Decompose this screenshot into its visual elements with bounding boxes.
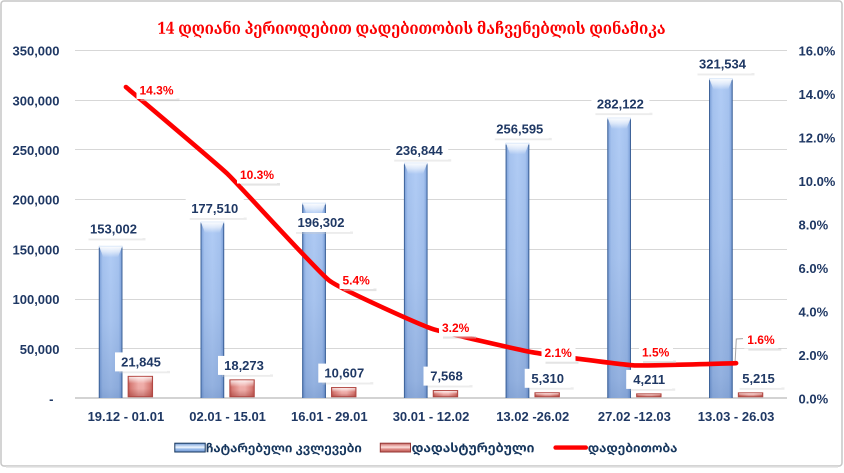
svg-text:10.0%: 10.0% — [799, 174, 836, 189]
svg-text:177,510: 177,510 — [191, 201, 238, 216]
svg-text:1.5%: 1.5% — [642, 345, 670, 359]
svg-text:13.02 -26.02: 13.02 -26.02 — [496, 409, 569, 424]
svg-text:30.01 - 12.02: 30.01 - 12.02 — [393, 409, 470, 424]
svg-text:16.0%: 16.0% — [799, 44, 836, 59]
svg-text:50,000: 50,000 — [20, 342, 60, 357]
svg-text:7,568: 7,568 — [430, 369, 463, 384]
svg-text:8.0%: 8.0% — [799, 218, 829, 233]
svg-text:5.4%: 5.4% — [343, 273, 371, 287]
svg-text:3.2%: 3.2% — [442, 321, 470, 335]
svg-text:300,000: 300,000 — [13, 93, 60, 108]
svg-text:10.3%: 10.3% — [240, 168, 274, 182]
svg-text:02.01 - 15.01: 02.01 - 15.01 — [189, 409, 266, 424]
svg-text:256,595: 256,595 — [496, 122, 543, 137]
svg-text:19.12 - 01.01: 19.12 - 01.01 — [88, 409, 165, 424]
svg-text:4,211: 4,211 — [633, 372, 665, 387]
svg-text:27.02 -12.03: 27.02 -12.03 — [598, 409, 671, 424]
svg-text:6.0%: 6.0% — [799, 261, 829, 276]
svg-text:100,000: 100,000 — [13, 292, 60, 307]
svg-text:5,215: 5,215 — [742, 371, 775, 386]
svg-text:4.0%: 4.0% — [799, 305, 829, 320]
svg-text:16.01 - 29.01: 16.01 - 29.01 — [291, 409, 368, 424]
svg-text:12.0%: 12.0% — [799, 131, 836, 146]
svg-text:18,273: 18,273 — [224, 358, 264, 373]
svg-text:-: - — [49, 392, 53, 407]
svg-text:5,310: 5,310 — [531, 371, 564, 386]
svg-text:14.3%: 14.3% — [140, 83, 174, 97]
svg-text:250,000: 250,000 — [13, 143, 60, 158]
svg-text:1.6%: 1.6% — [747, 333, 775, 347]
svg-text:21,845: 21,845 — [121, 355, 161, 370]
svg-text:14.0%: 14.0% — [799, 87, 836, 102]
svg-text:0.0%: 0.0% — [799, 392, 829, 407]
svg-text:2.0%: 2.0% — [799, 348, 829, 363]
svg-text:2.1%: 2.1% — [545, 346, 573, 360]
svg-text:13.03 - 26.03: 13.03 - 26.03 — [698, 409, 775, 424]
svg-text:196,302: 196,302 — [298, 215, 345, 230]
svg-text:10,607: 10,607 — [324, 366, 364, 381]
svg-text:150,000: 150,000 — [13, 243, 60, 258]
svg-text:321,534: 321,534 — [699, 57, 747, 72]
svg-text:282,122: 282,122 — [597, 96, 644, 111]
svg-text:350,000: 350,000 — [13, 44, 60, 59]
svg-text:153,002: 153,002 — [90, 222, 137, 237]
svg-text:236,844: 236,844 — [396, 143, 444, 158]
svg-text:200,000: 200,000 — [13, 193, 60, 208]
